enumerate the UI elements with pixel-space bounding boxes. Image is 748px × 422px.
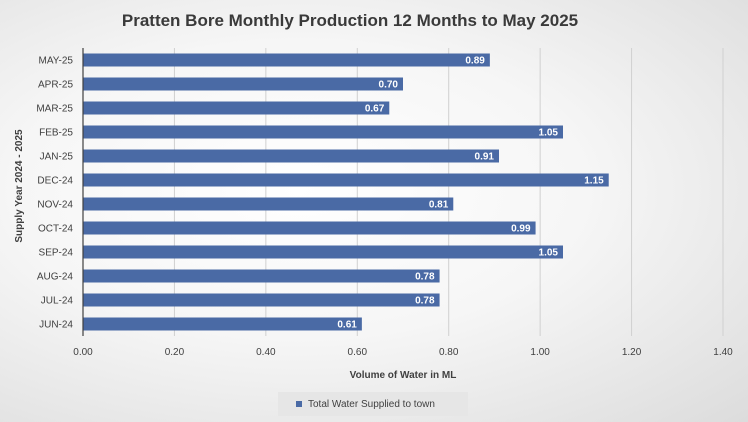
data-label: 0.91 [475,152,495,163]
x-axis-title: Volume of Water in ML [350,370,457,381]
y-tick-label: FEB-25 [39,128,73,139]
data-label: 0.78 [415,296,435,307]
data-label: 0.89 [465,56,485,67]
bar [83,269,440,283]
data-label: 0.67 [365,104,385,115]
y-tick-label: MAR-25 [36,104,73,115]
data-label: 0.61 [337,320,357,331]
y-tick-label: JUN-24 [39,320,73,331]
bar [83,197,454,211]
y-tick-label: JAN-25 [40,152,74,163]
bar [83,77,403,91]
legend-label: Total Water Supplied to town [308,398,435,410]
data-label: 0.70 [379,80,399,91]
x-tick-label: 0.80 [439,347,459,358]
bar [83,173,609,187]
y-tick-label: APR-25 [38,80,73,91]
y-tick-label: AUG-24 [37,272,74,283]
x-tick-labels: 0.00 0.20 0.40 0.60 0.80 1.00 1.20 1.40 [73,347,733,358]
x-tick-label: 0.60 [348,347,368,358]
data-label: 1.05 [539,248,559,259]
bar [83,101,390,115]
legend: Total Water Supplied to town [278,392,468,416]
y-tick-label: MAY-25 [39,56,74,67]
y-axis-title: Supply Year 2024 - 2025 [14,129,25,243]
y-tick-label: NOV-24 [37,200,73,211]
bar [83,317,362,331]
y-tick-label: DEC-24 [37,176,73,187]
x-tick-label: 1.20 [622,347,642,358]
y-tick-label: OCT-24 [38,224,73,235]
bar [83,221,536,235]
data-label: 0.78 [415,272,435,283]
y-tick-label: SEP-24 [39,248,74,259]
data-label: 0.99 [511,224,531,235]
data-label: 1.05 [539,128,559,139]
grid [173,48,724,336]
bars: 0.89 0.70 0.67 1.05 0.91 1.15 0.81 0.99 1.05 0.78… [83,53,609,331]
x-tick-label: 0.40 [256,347,276,358]
x-tick-label: 1.40 [713,347,733,358]
chart-title: Pratten Bore Monthly Production 12 Month… [122,11,578,30]
bar [83,125,563,139]
bar [83,245,563,259]
bar [83,149,499,163]
bar [83,293,440,307]
legend-swatch [296,401,302,407]
x-tick-label: 1.00 [530,347,550,358]
y-tick-label: JUL-24 [41,296,74,307]
data-label: 1.15 [584,176,604,187]
x-tick-label: 0.20 [165,347,185,358]
data-label: 0.81 [429,200,449,211]
y-tick-labels: MAY-25 APR-25 MAR-25 FEB-25 JAN-25 DEC-24 NOV-… [36,56,73,331]
bar [83,53,490,67]
x-tick-label: 0.00 [73,347,93,358]
